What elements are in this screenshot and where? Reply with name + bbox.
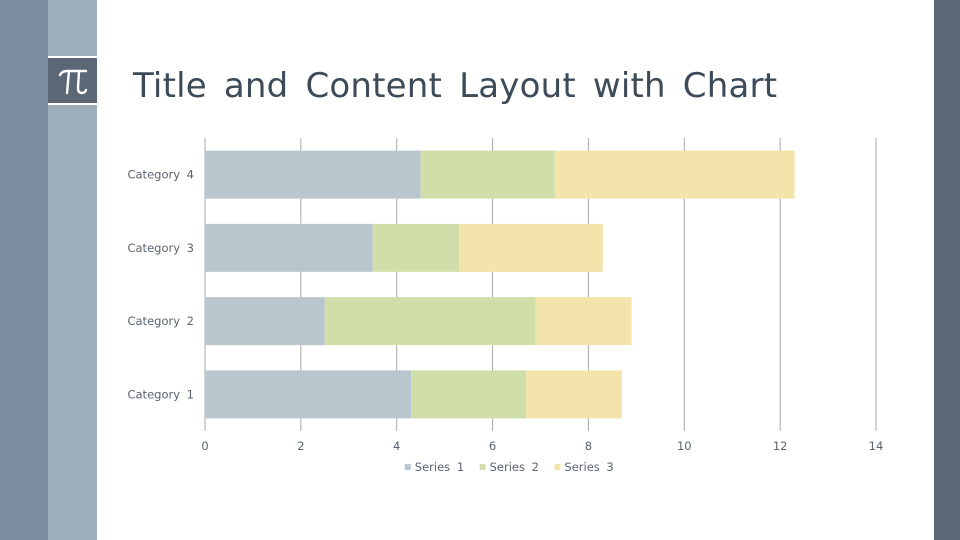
right-accent-bar [934,0,960,540]
bar-3-cat-2 [535,297,632,346]
bar-1-cat-4 [205,150,421,199]
x-tick-label-7: 14 [869,439,884,453]
legend-label-3: Series 3 [564,460,613,474]
bar-1-cat-3 [205,223,373,272]
x-tick-label-5: 10 [677,439,692,453]
left-accent-bar [0,0,48,540]
legend-label-2: Series 2 [490,460,539,474]
category-label-1: Category 1 [127,387,194,401]
logo-box [48,56,97,105]
bar-2-cat-4 [420,150,555,199]
category-label-2: Category 2 [127,314,194,328]
bar-1-cat-2 [205,297,325,346]
bar-3-cat-4 [554,150,795,199]
bar-2-cat-1 [411,370,527,419]
x-tick-label-1: 2 [297,439,304,453]
x-tick-label-4: 8 [585,439,592,453]
bar-3-cat-1 [526,370,622,419]
bar-2-cat-2 [324,297,536,346]
legend-swatch-2 [479,464,486,470]
x-tick-label-6: 12 [773,439,788,453]
legend-label-1: Series 1 [415,460,464,474]
slide-title: Title and Content Layout with Chart [133,66,778,106]
category-label-4: Category 4 [127,168,194,182]
x-tick-label-2: 4 [393,439,400,453]
legend-swatch-3 [554,464,561,470]
pi-icon [58,69,87,94]
x-tick-label-3: 6 [489,439,496,453]
x-tick-label-0: 0 [201,439,208,453]
bar-1-cat-1 [205,370,412,419]
category-label-3: Category 3 [127,241,194,255]
bar-2-cat-3 [372,223,460,272]
legend-swatch-1 [404,464,411,470]
bar-3-cat-3 [459,223,603,272]
